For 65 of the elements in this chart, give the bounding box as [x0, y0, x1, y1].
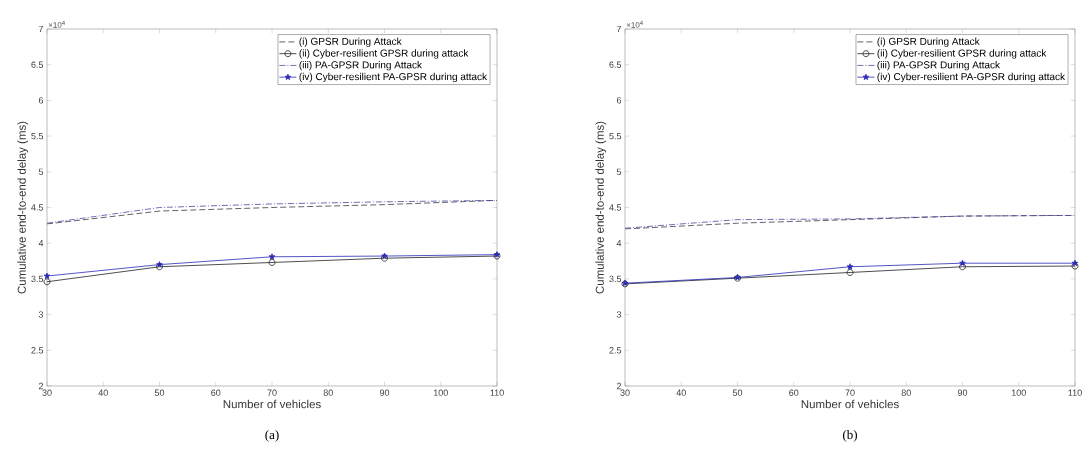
y-tick-label: 5: [616, 168, 622, 175]
y-tick-label: 2: [616, 382, 622, 390]
point: [846, 269, 854, 276]
text: ×10$^{4}$: [48, 20, 65, 28]
point: [959, 263, 966, 271]
x-tick-label: 80: [901, 389, 911, 396]
x-tick-label: 60: [211, 389, 221, 396]
point: [43, 272, 51, 279]
y-tick-label: 6: [616, 97, 622, 104]
x-tick-label: 110: [1068, 389, 1082, 396]
legend-label: (ii) Cyber-resilient GPSR during attack: [877, 49, 1047, 59]
y-tick-label: 2.5: [609, 347, 622, 354]
legend-label: (iii) PA-GPSR During Attack: [877, 61, 1001, 71]
x-tick-label: 110: [490, 389, 504, 396]
y-tick-label: 3.5: [31, 275, 44, 283]
y-tick-label: 3: [616, 311, 622, 318]
point: [959, 259, 966, 267]
y-tick-label: 3.5: [609, 275, 622, 283]
y-tick-label: 6: [38, 97, 44, 104]
point: [846, 263, 854, 270]
text: (a): [265, 429, 279, 442]
y-tick-label: 2.5: [31, 347, 44, 354]
legend-label: (ii) Cyber-resilient GPSR during attack: [299, 49, 469, 59]
x-tick-label: 30: [620, 389, 630, 396]
y-tick-label: 7: [616, 25, 622, 33]
x-tick-label: 50: [732, 389, 743, 396]
y-tick-label: 4: [38, 240, 44, 247]
y-tick-label: 5.5: [31, 132, 44, 140]
x-tick-label: 50: [154, 389, 165, 396]
x-tick-label: 100: [1011, 389, 1026, 396]
point: [268, 253, 276, 260]
x-tick-label: 100: [433, 389, 448, 396]
y-axis-title: Cumulative end-to-end delay (ms): [595, 121, 607, 294]
legend-label: (iii) PA-GPSR During Attack: [299, 61, 423, 71]
legend-label: (iv) Cyber-resilient PA-GPSR during attack: [299, 72, 488, 83]
y-axis-title: Cumulative end-to-end delay (ms): [17, 121, 29, 294]
x-tick-label: 70: [267, 389, 277, 396]
y-tick-label: 2: [38, 382, 44, 390]
x-tick-label: 90: [957, 389, 968, 396]
point: [1071, 262, 1079, 270]
x-tick-label: 90: [379, 389, 390, 396]
x-tick-label: 30: [42, 389, 52, 396]
point: [268, 259, 276, 266]
x-tick-label: 60: [789, 389, 799, 396]
legend-label: (i) GPSR During Attack: [299, 37, 402, 47]
x-tick-label: 70: [845, 389, 855, 396]
x-axis-title: Number of vehicles: [223, 399, 321, 409]
legend-label: (i) GPSR During Attack: [877, 37, 980, 47]
text: ×10$^{4}$: [626, 20, 643, 28]
point: [43, 278, 51, 286]
y-tick-label: 7: [38, 25, 44, 33]
y-tick-label: 5: [38, 168, 44, 175]
x-tick-label: 80: [323, 389, 333, 396]
y-tick-label: 5.5: [609, 132, 622, 140]
y-tick-label: 6.5: [31, 61, 44, 68]
x-axis-title: Number of vehicles: [801, 399, 899, 409]
y-tick-label: 6.5: [609, 61, 622, 68]
legend-label: (iv) Cyber-resilient PA-GPSR during attack: [877, 72, 1066, 83]
y-tick-label: 4.5: [31, 204, 44, 211]
x-tick-label: 40: [98, 389, 108, 396]
y-tick-label: 4: [616, 240, 622, 247]
y-tick-label: 3: [38, 311, 44, 318]
text: (b): [842, 429, 858, 442]
x-tick-label: 40: [676, 389, 686, 396]
y-tick-label: 4.5: [609, 204, 622, 211]
